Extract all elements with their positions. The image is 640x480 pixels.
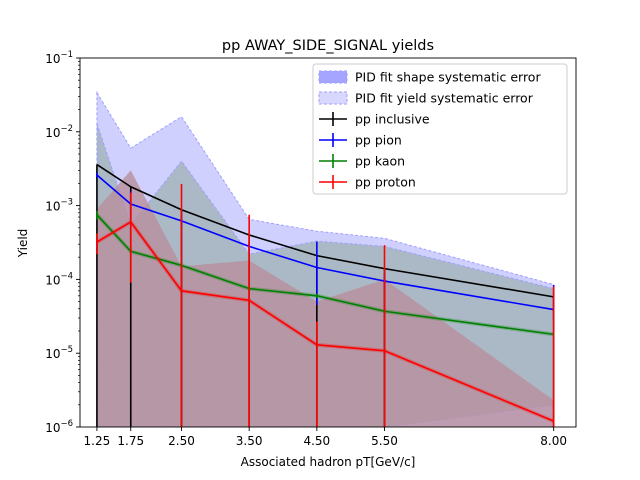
legend-pp-pion-label: pp pion bbox=[355, 133, 402, 148]
legend-yield-sys-label: PID fit yield systematic error bbox=[355, 91, 534, 106]
legend: PID fit shape systematic error PID fit yi… bbox=[312, 63, 568, 195]
y-tick-label: 10−6 bbox=[45, 419, 73, 435]
x-tick-label: 8.00 bbox=[540, 434, 567, 448]
proton-sys-band bbox=[96, 170, 554, 427]
x-tick-label: 4.50 bbox=[303, 434, 330, 448]
x-axis-label: Associated hadron pT[GeV/c] bbox=[241, 455, 416, 469]
axes-frame bbox=[79, 57, 577, 428]
x-tick-label: 5.50 bbox=[371, 434, 398, 448]
y-tick-label: 10−3 bbox=[45, 198, 73, 214]
legend-box bbox=[312, 63, 568, 195]
legend-shape-sys-label: PID fit shape systematic error bbox=[355, 70, 541, 85]
x-tick-label: 1.25 bbox=[84, 434, 111, 448]
legend-shape-sys-swatch bbox=[318, 70, 348, 84]
y-tick-label: 10−4 bbox=[45, 271, 73, 287]
y-tick-label: 10−5 bbox=[45, 345, 73, 361]
plot-area: 10−6 10−5 10−4 10−3 10−2 10−1 1.25 1.75 2.50 3.50… bbox=[45, 50, 577, 448]
plot-content bbox=[95, 90, 555, 427]
chart-title: pp AWAY_SIDE_SIGNAL yields bbox=[222, 38, 434, 54]
y-tick-label: 10−1 bbox=[45, 50, 73, 66]
x-tick-label: 2.50 bbox=[168, 434, 195, 448]
legend-pp-inclusive-label: pp inclusive bbox=[355, 112, 430, 127]
y-tick-label: 10−2 bbox=[45, 124, 73, 140]
x-tick-label: 1.75 bbox=[117, 434, 144, 448]
x-tick-label: 3.50 bbox=[236, 434, 263, 448]
legend-yield-sys-swatch bbox=[318, 91, 348, 105]
y-axis-label: Yield bbox=[16, 229, 30, 259]
legend-pp-proton-label: pp proton bbox=[355, 175, 416, 190]
legend-pp-kaon-label: pp kaon bbox=[355, 154, 405, 169]
